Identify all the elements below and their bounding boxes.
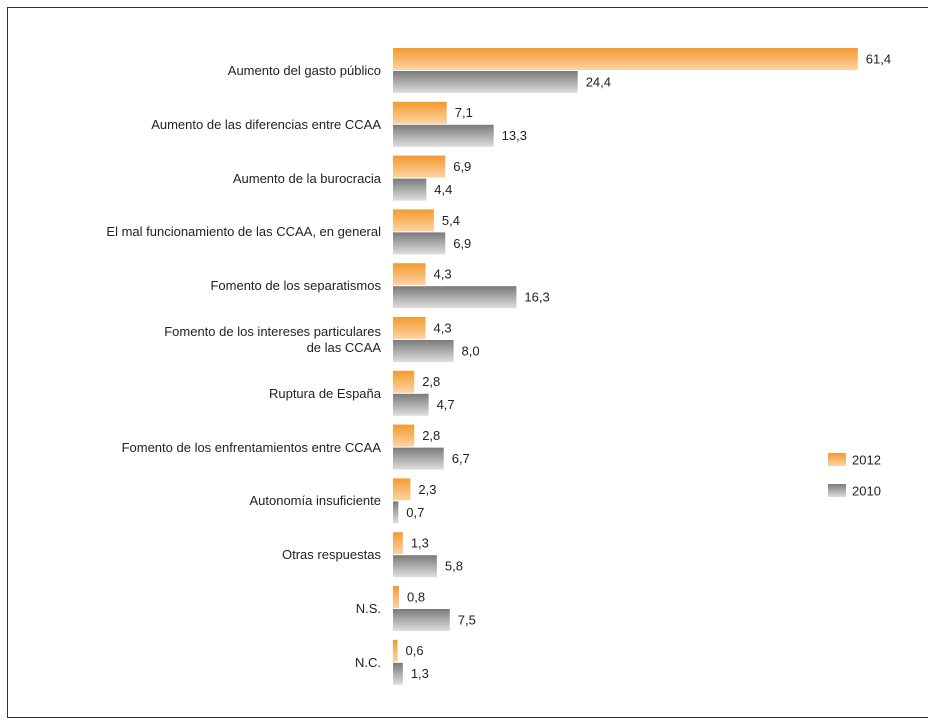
category-label: El mal funcionamiento de las CCAA, en ge… [106,224,381,240]
bar [393,662,403,685]
value-label: 8,0 [462,343,480,358]
bar [393,232,446,255]
value-label: 4,4 [434,182,452,197]
legend-swatch [828,484,846,497]
legend-label: 2010 [852,483,881,498]
value-label: 0,6 [406,643,424,658]
category-label: Fomento de los intereses particulares de… [164,324,381,355]
value-label: 1,3 [411,666,429,681]
category-label: Aumento del gasto público [227,63,381,78]
bar [393,370,415,393]
bar [393,178,427,201]
bar [393,340,454,362]
category-label: Fomento de los separatismos [210,278,381,294]
value-label: 24,4 [586,74,611,89]
legend-label: 2012 [852,452,881,467]
value-label: 2,8 [422,374,440,389]
category-label: N.C. [355,654,381,670]
bar [393,209,434,232]
bar [393,555,437,578]
value-label: 6,7 [452,451,470,466]
bar [393,48,858,70]
legend-swatch [828,453,846,466]
value-label: 16,3 [524,290,549,305]
value-label: 7,1 [455,105,473,120]
category-label: Aumento de la burocracia [232,170,381,186]
bar [393,393,429,416]
category-label: Autonomía insuficiente [249,493,381,509]
bar [393,501,399,524]
bar [393,101,447,124]
value-label: 4,3 [434,267,452,282]
category-label: Aumento de las diferencias entre CCAA [151,116,381,132]
bar [393,424,415,447]
value-label: 0,7 [406,505,424,520]
value-label: 5,8 [445,559,463,574]
value-label: 13,3 [502,128,527,143]
bar [393,586,400,608]
bar [393,124,494,147]
value-label: 7,5 [458,612,476,627]
category-label: Ruptura de España [268,385,381,401]
value-label: 1,3 [411,536,429,551]
bar [393,263,426,286]
value-label: 4,7 [437,397,455,412]
category-label: Otras respuestas [282,547,381,563]
value-label: 2,3 [418,482,436,497]
bar [393,478,411,501]
bar [393,609,450,631]
value-label: 4,3 [434,320,452,335]
frame [7,7,928,718]
value-label: 6,9 [453,236,471,251]
value-label: 0,8 [407,589,425,604]
value-label: 2,8 [422,428,440,443]
bar [393,532,403,555]
value-label: 5,4 [442,213,460,228]
bar [393,639,398,662]
bar [393,71,578,93]
value-label: 61,4 [866,51,891,66]
bar [393,317,426,339]
category-label: N.S. [355,601,381,616]
category-label: Fomento de los enfrentamientos entre CCA… [121,439,381,455]
bar [393,447,444,470]
bar [393,155,446,178]
bar [393,286,517,309]
value-label: 6,9 [453,159,471,174]
